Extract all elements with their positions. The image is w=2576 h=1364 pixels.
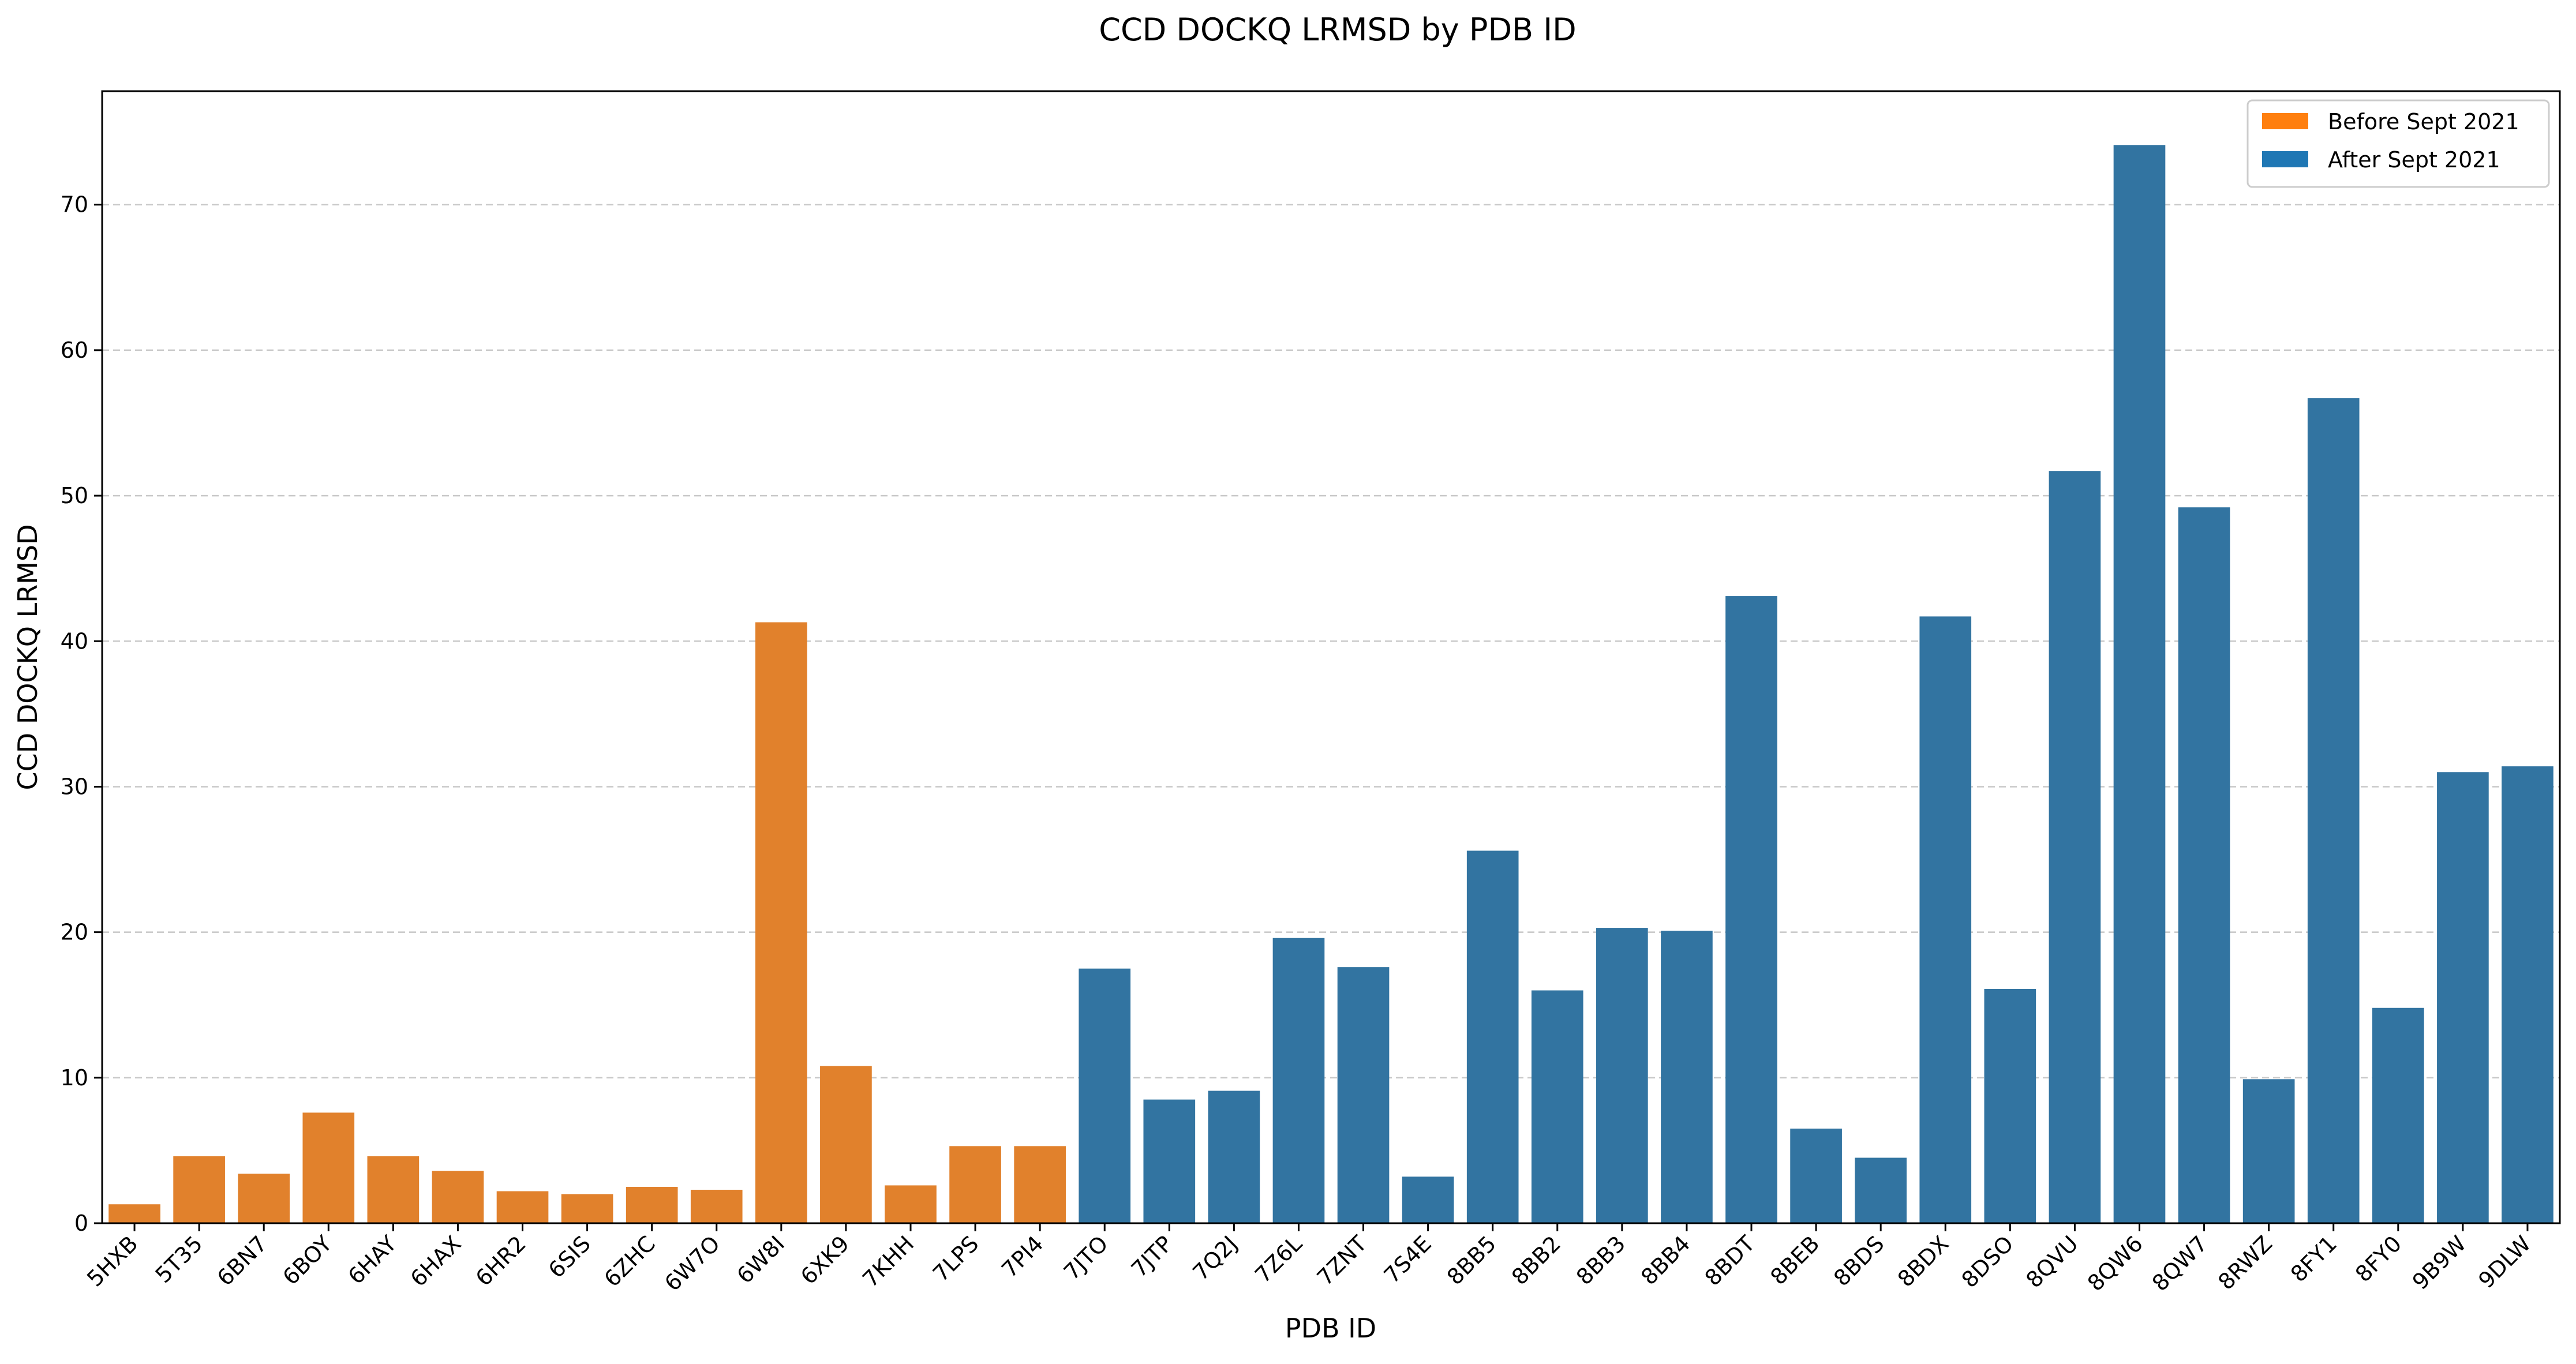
bar-5t35 bbox=[173, 1156, 225, 1223]
bar-7znt bbox=[1337, 967, 1390, 1223]
bar-7z6l bbox=[1272, 938, 1325, 1223]
legend-label-before: Before Sept 2021 bbox=[2328, 109, 2519, 134]
bar-7jto bbox=[1079, 968, 1131, 1223]
x-tick-label-6w8i: 6W8I bbox=[732, 1231, 789, 1288]
x-tick-label-8bb2: 8BB2 bbox=[1507, 1231, 1566, 1290]
x-tick-label-7s4e: 7S4E bbox=[1379, 1231, 1436, 1288]
bar-6boy bbox=[302, 1112, 355, 1223]
bar-6hay bbox=[367, 1156, 420, 1223]
y-tick-label-10: 10 bbox=[61, 1065, 88, 1091]
bar-8bdx bbox=[1919, 616, 1972, 1223]
bar-7s4e bbox=[1402, 1176, 1454, 1223]
y-tick-label-50: 50 bbox=[61, 483, 88, 508]
y-tick-label-40: 40 bbox=[61, 628, 88, 654]
x-tick-label-8fy1: 8FY1 bbox=[2286, 1231, 2342, 1287]
bar-6hax bbox=[432, 1171, 484, 1223]
bar-8beb bbox=[1790, 1129, 1842, 1223]
bar-8bds bbox=[1855, 1157, 1907, 1223]
bar-6hr2 bbox=[496, 1191, 549, 1223]
x-tick-label-5hxb: 5HXB bbox=[82, 1231, 143, 1291]
bar-8qw7 bbox=[2178, 507, 2230, 1224]
bar-8bb5 bbox=[1466, 850, 1519, 1223]
y-tick-label-70: 70 bbox=[61, 192, 88, 218]
chart-title: CCD DOCKQ LRMSD by PDB ID bbox=[1099, 12, 1577, 48]
bar-6xk9 bbox=[820, 1066, 872, 1223]
x-tick-label-6hay: 6HAY bbox=[343, 1231, 402, 1290]
bar-8bb2 bbox=[1531, 990, 1583, 1223]
x-tick-label-7khh: 7KHH bbox=[858, 1231, 919, 1292]
bar-6w8i bbox=[755, 622, 807, 1223]
bars bbox=[108, 145, 2553, 1224]
x-axis-title: PDB ID bbox=[1285, 1313, 1376, 1344]
bar-8rwz bbox=[2242, 1079, 2295, 1223]
x-tick-label-8beb: 8BEB bbox=[1765, 1231, 1824, 1290]
x-tick-label-7jto: 7JTO bbox=[1059, 1231, 1113, 1285]
x-tick-label-6hr2: 6HR2 bbox=[471, 1231, 531, 1291]
x-tick-label-7q2j: 7Q2J bbox=[1188, 1231, 1242, 1285]
y-axis-ticks: 0 10 20 30 40 50 60 70 bbox=[61, 192, 102, 1236]
legend-swatch-after bbox=[2262, 151, 2308, 167]
x-tick-label-6zhc: 6ZHC bbox=[599, 1231, 660, 1292]
bar-8fy1 bbox=[2307, 398, 2360, 1223]
x-tick-label-6w7o: 6W7O bbox=[660, 1231, 725, 1296]
legend-swatch-before bbox=[2262, 113, 2308, 129]
y-tick-label-60: 60 bbox=[61, 338, 88, 363]
x-tick-label-5t35: 5T35 bbox=[151, 1231, 208, 1288]
x-tick-label-8bdt: 8BDT bbox=[1700, 1231, 1760, 1291]
bar-7jtp bbox=[1143, 1099, 1196, 1223]
bar-8fy0 bbox=[2372, 1007, 2424, 1223]
x-tick-label-7z6l: 7Z6L bbox=[1250, 1231, 1307, 1288]
y-axis-title: CCD DOCKQ LRMSD bbox=[12, 524, 43, 790]
bar-8qw6 bbox=[2113, 145, 2166, 1224]
x-tick-label-8bdx: 8BDX bbox=[1893, 1231, 1954, 1292]
x-tick-label-8qvu: 8QVU bbox=[2021, 1231, 2083, 1292]
x-tick-label-6hax: 6HAX bbox=[406, 1231, 466, 1291]
bar-8dso bbox=[1984, 988, 2036, 1223]
bar-9dlw bbox=[2502, 766, 2553, 1223]
legend: Before Sept 2021 After Sept 2021 bbox=[2246, 99, 2550, 188]
x-tick-label-8bb5: 8BB5 bbox=[1442, 1231, 1501, 1290]
y-tick-label-30: 30 bbox=[61, 774, 88, 799]
x-tick-label-8qw6: 8QW6 bbox=[2083, 1231, 2148, 1296]
x-tick-label-7lps: 7LPS bbox=[928, 1231, 983, 1286]
x-tick-label-6sis: 6SIS bbox=[544, 1231, 596, 1283]
x-tick-label-9dlw: 9DLW bbox=[2473, 1231, 2536, 1293]
x-tick-label-8bb3: 8BB3 bbox=[1571, 1231, 1630, 1290]
bar-8bdt bbox=[1725, 596, 1777, 1223]
bar-9b9w bbox=[2437, 772, 2489, 1223]
x-tick-label-8qw7: 8QW7 bbox=[2147, 1231, 2212, 1296]
legend-box bbox=[2246, 99, 2550, 188]
bar-7pi4 bbox=[1014, 1146, 1066, 1223]
plot-area-frame bbox=[101, 90, 2561, 1224]
x-tick-label-6xk9: 6XK9 bbox=[796, 1231, 854, 1289]
x-tick-label-8fy0: 8FY0 bbox=[2350, 1231, 2406, 1287]
legend-label-after: After Sept 2021 bbox=[2328, 147, 2500, 173]
x-axis-ticks: 5HXB 5T35 6BN7 6BOY 6HAY 6HAX 6HR2 6SIS 6ZHC 6W7O… bbox=[82, 1223, 2536, 1296]
bar-6w7o bbox=[690, 1189, 743, 1223]
x-tick-label-7znt: 7ZNT bbox=[1312, 1231, 1372, 1291]
bar-7khh bbox=[885, 1185, 937, 1223]
x-tick-label-9b9w: 9B9W bbox=[2407, 1231, 2471, 1294]
bar-8bb3 bbox=[1596, 928, 1648, 1223]
x-tick-label-8dso: 8DSO bbox=[1957, 1231, 2019, 1292]
y-tick-label-0: 0 bbox=[74, 1211, 88, 1236]
x-tick-label-7pi4: 7PI4 bbox=[997, 1231, 1048, 1282]
bar-5hxb bbox=[108, 1204, 160, 1223]
bar-8qvu bbox=[2049, 471, 2101, 1223]
x-tick-label-6boy: 6BOY bbox=[278, 1231, 337, 1290]
bar-7q2j bbox=[1208, 1091, 1260, 1223]
x-tick-label-8bds: 8BDS bbox=[1829, 1231, 1889, 1291]
gridlines bbox=[102, 204, 2560, 1079]
bar-6bn7 bbox=[238, 1174, 290, 1223]
bar-6zhc bbox=[626, 1186, 678, 1223]
x-tick-label-8rwz: 8RWZ bbox=[2213, 1231, 2277, 1295]
x-tick-label-6bn7: 6BN7 bbox=[212, 1231, 272, 1291]
bar-6sis bbox=[561, 1194, 613, 1223]
x-tick-label-8bb4: 8BB4 bbox=[1636, 1231, 1695, 1290]
x-tick-label-7jtp: 7JTP bbox=[1126, 1231, 1178, 1282]
bar-8bb4 bbox=[1661, 931, 1713, 1223]
y-tick-label-20: 20 bbox=[61, 920, 88, 945]
bar-7lps bbox=[949, 1146, 1001, 1223]
